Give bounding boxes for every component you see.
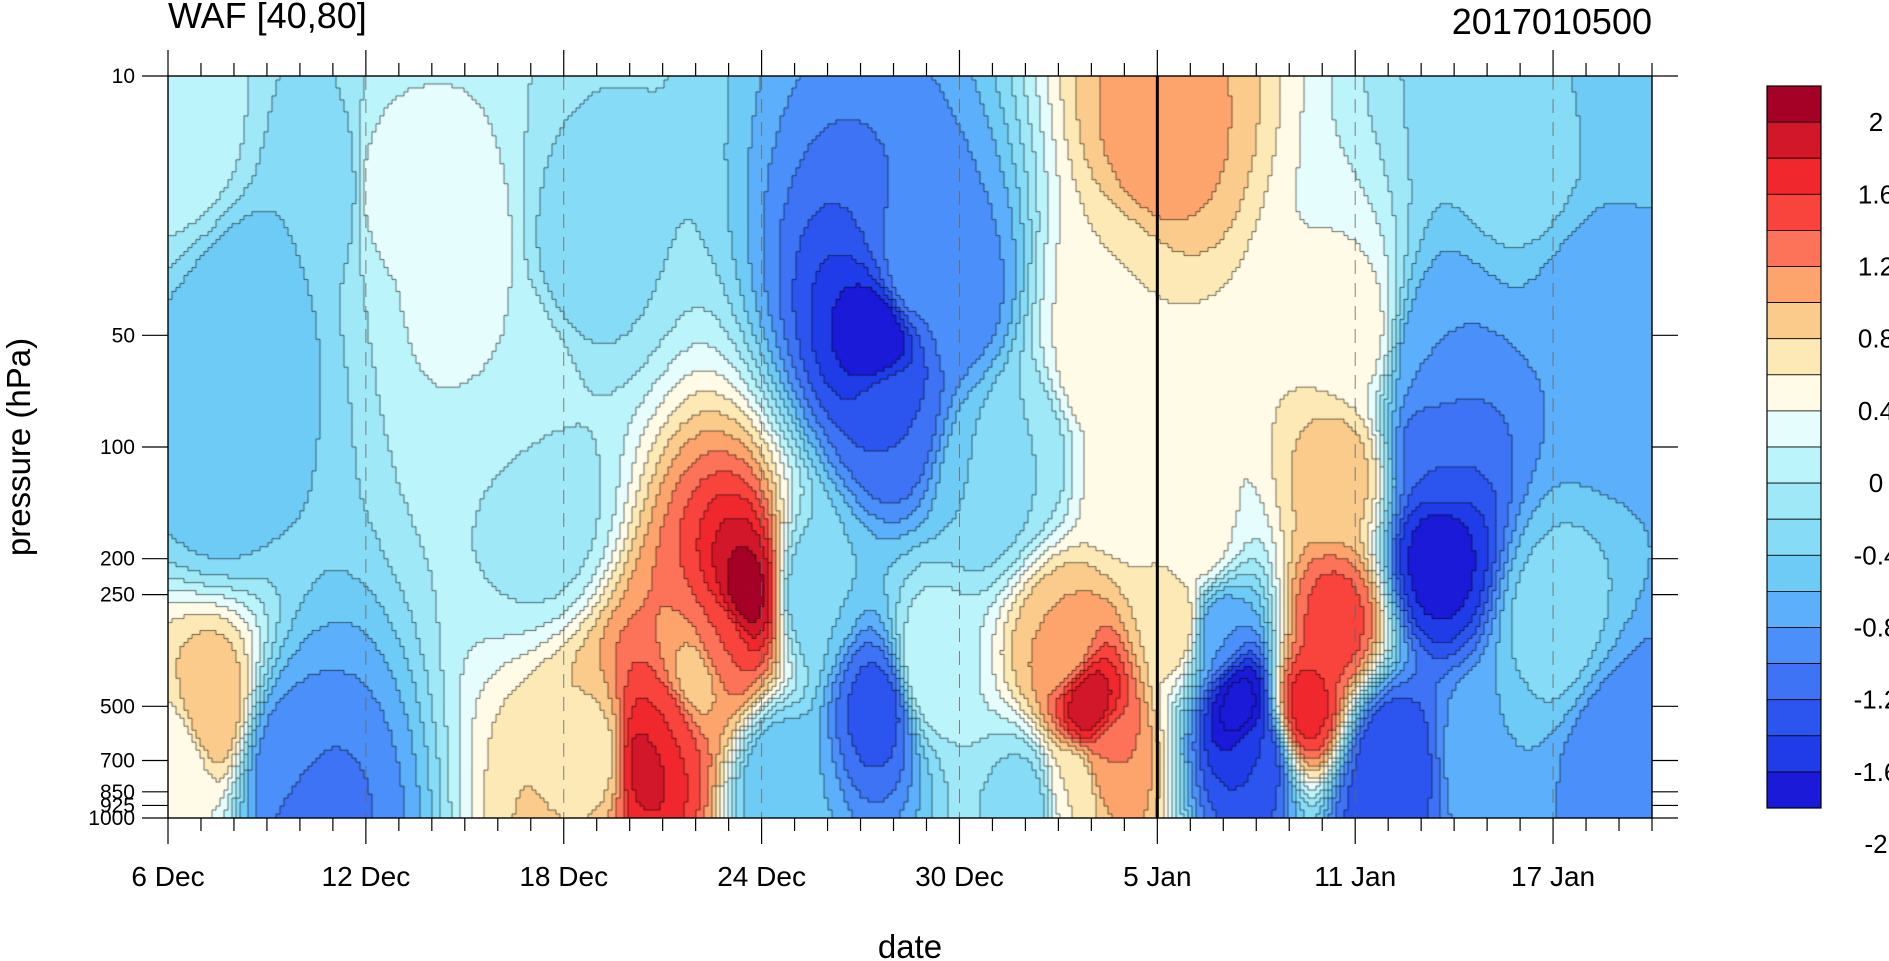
colorbar-label: -0.8: [1854, 613, 1889, 643]
colorbar-swatch: [1766, 771, 1822, 809]
colorbar-swatch: [1766, 121, 1822, 159]
chart-title-left: WAF [40,80]: [168, 0, 367, 36]
colorbar-label: 1.6: [1858, 179, 1889, 209]
colorbar-swatch: [1766, 229, 1822, 267]
y-tick-label: 850: [100, 781, 135, 804]
colorbar: 2 1.6 1.2 0.8 0.4 0 -0.4 -0.8 -1.2 -1.6 -2: [1766, 85, 1889, 859]
colorbar-swatch: [1766, 591, 1822, 628]
colorbar-swatch: [1766, 193, 1822, 231]
x-tick-label: 17 Jan: [1511, 861, 1595, 892]
y-tick-label: 100: [100, 436, 135, 459]
colorbar-frame: [1766, 85, 1822, 809]
x-tick-label: 24 Dec: [717, 861, 806, 892]
y-tick-label: 10: [112, 65, 135, 88]
y-tick-label: 200: [100, 548, 135, 571]
colorbar-label: -2: [1864, 829, 1887, 859]
y-tick-label: 1000: [88, 807, 135, 830]
colorbar-swatch: [1766, 266, 1822, 303]
colorbar-swatch: [1766, 85, 1822, 123]
colorbar-label: 2: [1869, 107, 1883, 137]
colorbar-swatch: [1766, 157, 1822, 195]
colorbar-swatch: [1766, 338, 1822, 376]
x-tick-label: 11 Jan: [1314, 861, 1396, 892]
x-tick-label: 12 Dec: [322, 861, 411, 892]
x-axis-title: date: [878, 928, 942, 961]
y-tick-label: 500: [100, 695, 135, 718]
colorbar-label: 0: [1869, 468, 1883, 498]
colorbar-label: 0.4: [1858, 396, 1889, 426]
chart-title-right: 2017010500: [1452, 1, 1652, 42]
colorbar-swatch: [1766, 446, 1822, 484]
y-tick-label: 700: [100, 750, 135, 773]
date-gridlines: [167, 76, 1554, 818]
y-tick-label: 50: [112, 324, 135, 347]
x-tick-label: 30 Dec: [915, 861, 1004, 892]
x-tick-label: 6 Dec: [131, 861, 204, 892]
y-axis-title: pressure (hPa): [0, 338, 37, 556]
colorbar-swatch: [1766, 663, 1822, 701]
x-axis: 6 Dec 12 Dec 18 Dec 24 Dec 30 Dec 5 Jan 11 Jan…: [131, 50, 1653, 892]
y-tick-label: 925: [100, 794, 135, 817]
x-tick-label: 5 Jan: [1123, 861, 1192, 892]
colorbar-label: 1.2: [1858, 252, 1889, 282]
colorbar-swatch: [1766, 554, 1822, 592]
colorbar-label: 0.8: [1858, 324, 1889, 354]
colorbar-swatch: [1766, 699, 1822, 737]
field-layer: [168, 76, 1652, 818]
colorbar-swatch: [1766, 410, 1822, 448]
colorbar-label: -1.2: [1854, 685, 1889, 715]
y-tick-label: 250: [100, 584, 135, 607]
colorbar-label: -0.4: [1854, 540, 1889, 570]
colorbar-swatch: [1766, 735, 1822, 773]
colorbar-swatch: [1766, 627, 1822, 664]
colorbar-swatch: [1766, 302, 1822, 340]
colorbar-swatch: [1766, 518, 1822, 556]
colorbar-label: -1.6: [1854, 757, 1889, 787]
x-tick-label: 18 Dec: [519, 861, 608, 892]
colorbar-swatch: [1766, 482, 1822, 520]
colorbar-swatch: [1766, 374, 1822, 412]
contour-field: [168, 76, 1652, 818]
